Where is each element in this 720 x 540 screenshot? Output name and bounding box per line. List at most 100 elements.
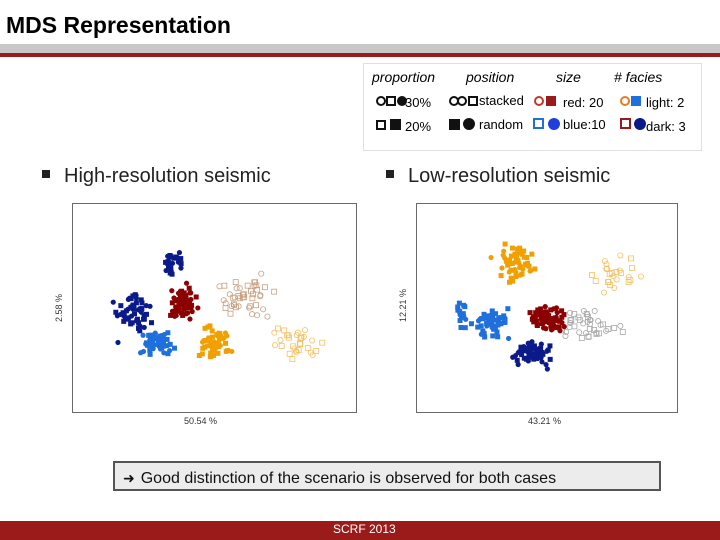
scatter-point xyxy=(202,344,208,350)
scatter-point xyxy=(178,256,184,262)
scatter-point xyxy=(538,315,544,322)
scatter-point xyxy=(214,332,220,338)
scatter-point xyxy=(518,344,524,350)
scatter-point xyxy=(115,339,121,346)
scatter-point xyxy=(193,294,199,300)
bullet-low-res-label: Low-resolution seismic xyxy=(408,165,611,187)
conclusion-text: Good distinction of the scenario is obse… xyxy=(140,470,557,487)
scatter-point xyxy=(208,350,214,356)
scatter-point xyxy=(584,311,591,318)
scatter-point xyxy=(272,342,279,349)
scatter-point xyxy=(164,336,170,342)
scatter-point xyxy=(509,245,515,251)
legend-symbol-random xyxy=(449,118,475,130)
scatter-point xyxy=(211,345,217,351)
scatter-point xyxy=(482,334,488,340)
scatter-point xyxy=(592,278,599,284)
scatter-point xyxy=(550,318,556,324)
scatter-point xyxy=(514,357,520,363)
conclusion-box: ➜ Good distinction of the scenario is obs… xyxy=(113,461,661,491)
scatter-point xyxy=(166,264,172,270)
scatter-point xyxy=(215,350,221,356)
scatter-point xyxy=(294,329,301,336)
legend-header-proportion: proportion xyxy=(372,69,436,85)
scatter-point xyxy=(188,305,194,311)
scatter-point xyxy=(519,251,525,257)
scatter-point xyxy=(600,289,607,296)
scatter-point xyxy=(210,343,216,349)
scatter-point xyxy=(220,297,227,304)
scatter-point xyxy=(285,332,292,339)
scatter-point xyxy=(304,345,311,351)
scatter-point xyxy=(617,322,624,329)
scatter-point xyxy=(167,341,173,347)
scatter-point xyxy=(226,291,233,298)
plot-high-res-ylabel: 2.58 % xyxy=(54,293,64,322)
scatter-point xyxy=(208,353,214,359)
scatter-point xyxy=(551,322,557,328)
scatter-point xyxy=(176,298,182,304)
scatter-point xyxy=(199,351,205,357)
scatter-point xyxy=(178,289,184,295)
scatter-point xyxy=(271,288,278,295)
scatter-point xyxy=(549,326,555,332)
scatter-point xyxy=(498,273,504,279)
legend-size-blue: blue:10 xyxy=(563,117,606,132)
scatter-point xyxy=(496,320,502,326)
scatter-point xyxy=(538,341,544,347)
scatter-point xyxy=(271,329,278,336)
scatter-point xyxy=(571,311,578,317)
scatter-point xyxy=(222,305,229,312)
scatter-point xyxy=(519,249,525,255)
scatter-point xyxy=(537,350,543,356)
scatter-point xyxy=(593,330,600,337)
scatter-point xyxy=(502,319,508,325)
scatter-point xyxy=(460,311,466,317)
scatter-point xyxy=(264,313,271,320)
scatter-point xyxy=(562,332,569,339)
scatter-point xyxy=(544,366,550,372)
scatter-point xyxy=(302,327,309,334)
scatter-point xyxy=(604,265,611,272)
scatter-point xyxy=(260,306,267,313)
scatter-point xyxy=(478,323,484,329)
scatter-point xyxy=(179,310,185,316)
scatter-point xyxy=(566,309,573,316)
scatter-point xyxy=(157,346,164,352)
scatter-point xyxy=(492,325,498,331)
scatter-point xyxy=(489,308,495,314)
scatter-point xyxy=(616,267,623,274)
scatter-point xyxy=(126,295,133,301)
scatter-point xyxy=(209,328,215,334)
scatter-point xyxy=(545,318,551,324)
scatter-point xyxy=(178,261,184,267)
scatter-point xyxy=(125,306,131,312)
scatter-point xyxy=(207,338,213,344)
scatter-point xyxy=(505,257,511,263)
scatter-point xyxy=(552,315,558,321)
slide-title: MDS Representation xyxy=(6,12,231,38)
scatter-point xyxy=(138,297,144,303)
legend-symbol-light xyxy=(620,96,641,106)
scatter-point xyxy=(253,282,260,289)
scatter-point xyxy=(206,335,212,341)
scatter-point xyxy=(505,262,511,268)
scatter-point xyxy=(183,299,189,305)
scatter-point xyxy=(561,312,567,318)
scatter-point xyxy=(458,325,464,331)
scatter-point xyxy=(521,348,527,354)
legend-header-position: position xyxy=(466,69,515,85)
scatter-point xyxy=(527,310,533,316)
scatter-point xyxy=(258,270,265,277)
scatter-point xyxy=(231,301,237,308)
scatter-point xyxy=(130,306,136,312)
legend-header-size: size xyxy=(556,69,581,85)
scatter-point xyxy=(169,271,175,277)
scatter-point xyxy=(540,351,546,357)
scatter-point xyxy=(157,334,163,340)
scatter-point xyxy=(233,304,239,311)
scatter-point xyxy=(534,312,540,318)
scatter-point xyxy=(290,343,297,350)
legend-proportion-20: 20% xyxy=(405,119,432,134)
scatter-point xyxy=(227,310,234,317)
